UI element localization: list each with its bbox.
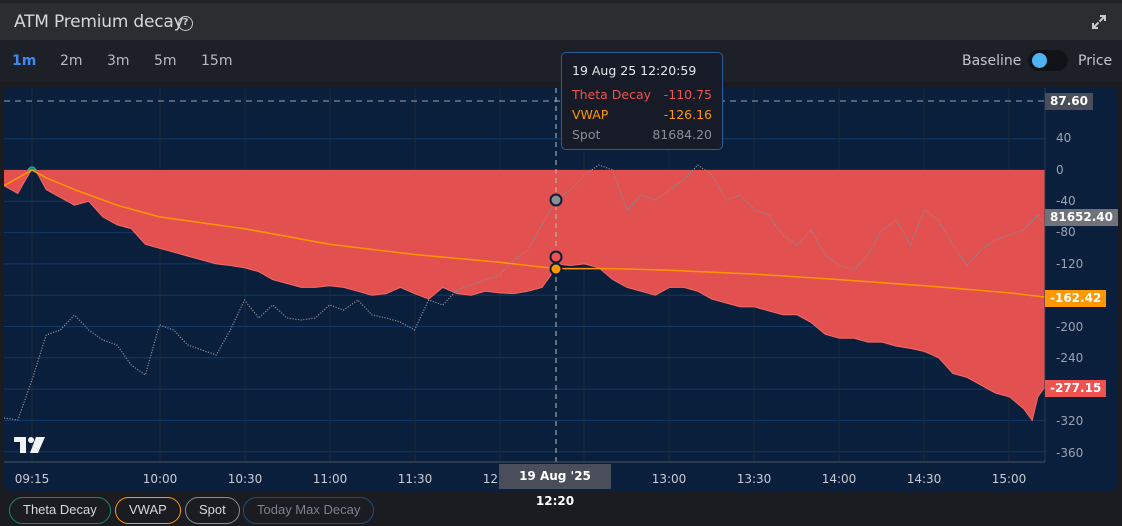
vwap-marker <box>549 262 563 276</box>
x-tick-1500: 15:00 <box>991 472 1027 486</box>
toggle-knob <box>1032 53 1047 68</box>
legend-spot[interactable]: Spot <box>185 497 240 524</box>
theta-decay-marker <box>549 250 563 264</box>
theta-decay-above-baseline <box>26 166 38 171</box>
baseline-price-toggle[interactable] <box>1028 50 1068 71</box>
spot-price-badge: 81652.40 <box>1045 209 1119 226</box>
x-tick-1300: 13:00 <box>651 472 687 486</box>
tooltip-row-vwap: VWAP -126.16 <box>572 105 712 125</box>
tooltip-value: -110.75 <box>663 87 712 102</box>
y-tick-neg80: -80 <box>1056 225 1076 239</box>
y-tick-neg200: -200 <box>1056 320 1084 334</box>
tooltip-label: Theta Decay <box>572 87 652 102</box>
tradingview-logo-icon[interactable] <box>14 437 47 453</box>
x-tick-1430: 14:30 <box>906 472 942 486</box>
legend-today-max-decay[interactable]: Today Max Decay <box>243 497 375 524</box>
top-strip <box>0 0 1122 3</box>
x-tick-0915: 09:15 <box>14 472 50 486</box>
y-tick-40: 40 <box>1056 131 1072 145</box>
tooltip-label: Spot <box>572 127 601 142</box>
theta-decay-line <box>4 167 1045 422</box>
baseline-label: Baseline <box>962 53 1022 69</box>
widget-title: ATM Premium decay <box>14 12 184 32</box>
timeframe-2m[interactable]: 2m <box>60 53 83 69</box>
crosshair-tooltip: 19 Aug 25 12:20:59 Theta Decay -110.75 V… <box>561 52 723 150</box>
spot-line <box>4 164 1045 421</box>
crosshair-time-label: 19 Aug '25 12:20 <box>499 464 611 508</box>
today-max-decay-badge: 87.60 <box>1045 93 1093 110</box>
price-label: Price <box>1078 53 1113 69</box>
x-tick-1100: 11:00 <box>312 472 348 486</box>
tooltip-datetime: 19 Aug 25 12:20:59 <box>572 63 697 78</box>
tooltip-label: VWAP <box>572 107 609 122</box>
tooltip-row-spot: Spot 81684.20 <box>572 125 712 145</box>
x-tick-1400: 14:00 <box>821 472 857 486</box>
tooltip-row-theta-decay: Theta Decay -110.75 <box>572 85 712 105</box>
y-tick-0: 0 <box>1056 163 1064 177</box>
timeframe-3m[interactable]: 3m <box>107 53 130 69</box>
legend-theta-decay[interactable]: Theta Decay <box>9 497 111 524</box>
x-tick-1030: 10:30 <box>227 472 263 486</box>
x-tick-1000: 10:00 <box>142 472 178 486</box>
timeframe-5m[interactable]: 5m <box>154 53 177 69</box>
y-tick-neg360: -360 <box>1056 446 1084 460</box>
widget-header: ATM Premium decay ? <box>0 3 1122 40</box>
timeframe-1m[interactable]: 1m <box>12 53 37 69</box>
vwap-line <box>4 169 1045 298</box>
y-tick-neg40: -40 <box>1056 194 1076 208</box>
y-tick-neg240: -240 <box>1056 351 1084 365</box>
x-tick-1330: 13:30 <box>736 472 772 486</box>
legend-vwap[interactable]: VWAP <box>115 497 181 524</box>
tooltip-value: 81684.20 <box>652 127 712 142</box>
help-icon[interactable]: ? <box>178 16 193 31</box>
theta-decay-price-badge: -277.15 <box>1045 380 1107 397</box>
timeframe-15m[interactable]: 15m <box>201 53 233 69</box>
expand-icon[interactable] <box>1090 13 1108 31</box>
y-tick-neg320: -320 <box>1056 414 1084 428</box>
x-tick-1130: 11:30 <box>397 472 433 486</box>
vwap-price-badge: -162.42 <box>1045 290 1107 307</box>
tooltip-value: -126.16 <box>663 107 712 122</box>
y-tick-neg120: -120 <box>1056 257 1084 271</box>
spot-marker <box>549 193 563 207</box>
